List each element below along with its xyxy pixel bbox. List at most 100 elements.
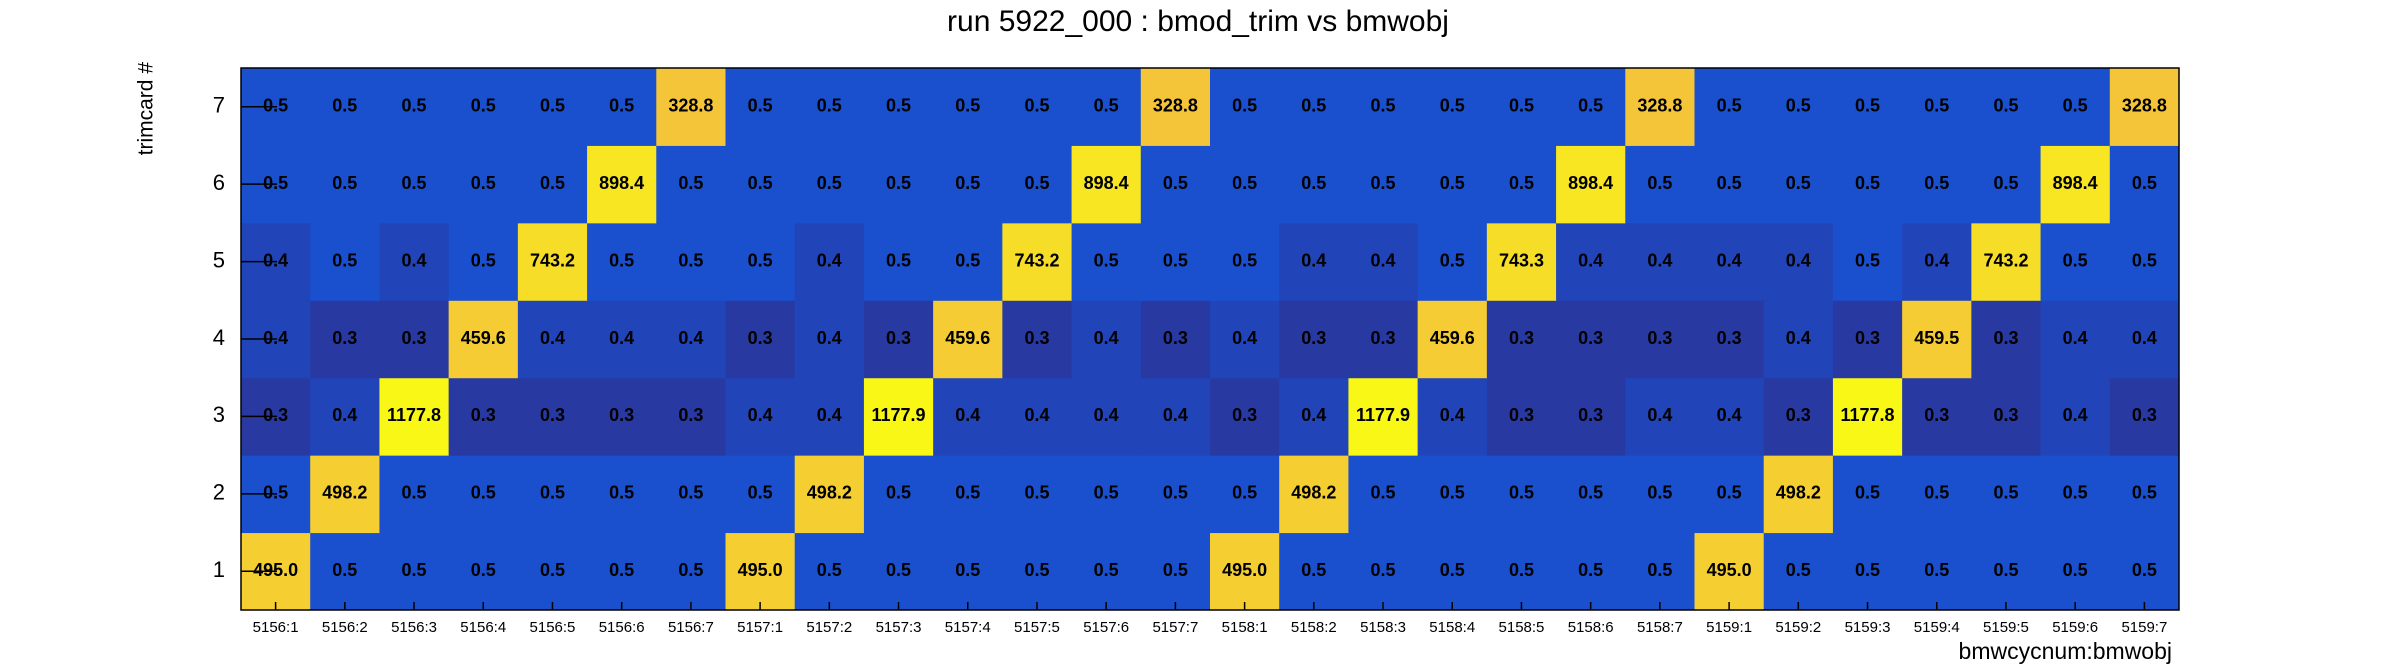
cell-label: 0.4: [263, 328, 288, 348]
heatmap-cell: [1625, 532, 1695, 611]
cell-label: 0.5: [263, 483, 288, 503]
cell-label: 743.3: [1499, 250, 1544, 270]
heatmap-cell: [1279, 455, 1349, 534]
heatmap-cell: [1486, 300, 1557, 379]
heatmap-cell: [1971, 300, 2042, 379]
heatmap-cell: [725, 222, 796, 301]
cell-label: 0.5: [2063, 560, 2088, 580]
cell-label: 0.5: [886, 173, 911, 193]
heatmap-cell: [1279, 532, 1349, 611]
heatmap-cell: [1279, 377, 1349, 456]
cell-label: 0.5: [2063, 95, 2088, 115]
heatmap-cell: [1971, 68, 2042, 146]
cell-label: 0.5: [1094, 250, 1119, 270]
heatmap-cell: [725, 68, 796, 146]
cell-label: 0.5: [1440, 250, 1465, 270]
cell-label: 0.3: [1578, 328, 1603, 348]
heatmap-cell: [1971, 222, 2042, 301]
cell-label: 0.3: [1232, 405, 1257, 425]
heatmap-cell: [1902, 68, 1972, 146]
cell-label: 0.5: [817, 560, 842, 580]
cell-label: 0.4: [332, 405, 357, 425]
heatmap-cell: [933, 377, 1003, 456]
y-tick-label: 4: [213, 325, 225, 350]
cell-label: 0.4: [1578, 250, 1603, 270]
x-tick-label: 5157:6: [1083, 619, 1129, 636]
cell-label: 0.4: [1786, 250, 1811, 270]
heatmap-cell: [1902, 300, 1972, 379]
cell-label: 0.5: [1993, 483, 2018, 503]
cell-label: 0.3: [402, 328, 427, 348]
heatmap-cell: [933, 455, 1003, 534]
heatmap-cell: [2040, 377, 2111, 456]
cell-label: 0.5: [1924, 173, 1949, 193]
cell-label: 0.4: [1094, 405, 1119, 425]
cell-label: 0.3: [1647, 328, 1672, 348]
cell-label: 0.5: [1094, 560, 1119, 580]
heatmap-cell: [863, 68, 934, 146]
heatmap-cell: [933, 145, 1003, 224]
heatmap-cell: [1625, 68, 1695, 146]
cell-label: 0.4: [1301, 405, 1326, 425]
plot-frame: [240, 67, 2180, 611]
cell-label: 743.2: [1014, 250, 1059, 270]
x-tick-label: 5158:1: [1222, 619, 1268, 636]
cell-label: 0.5: [1301, 95, 1326, 115]
cell-label: 0.4: [1232, 328, 1257, 348]
cell-label: 0.3: [1993, 405, 2018, 425]
cell-label: 0.5: [1163, 560, 1188, 580]
heatmap-cell: [310, 300, 380, 379]
cell-label: 0.4: [1786, 328, 1811, 348]
cell-label: 328.8: [1637, 95, 1682, 115]
x-tick-label: 5156:1: [253, 619, 299, 636]
heatmap-cell: [1486, 377, 1557, 456]
x-tick-label: 5157:3: [876, 619, 922, 636]
cell-label: 0.3: [263, 405, 288, 425]
heatmap-cell: [1556, 145, 1626, 224]
heatmap-cell: [863, 300, 934, 379]
cell-label: 0.5: [471, 250, 496, 270]
cell-label: 0.3: [748, 328, 773, 348]
heatmap-cell: [1210, 377, 1280, 456]
cell-label: 0.5: [748, 250, 773, 270]
cell-label: 0.4: [1094, 328, 1119, 348]
heatmap-cell: [587, 455, 657, 534]
heatmap-cell: [2040, 455, 2111, 534]
cell-label: 0.5: [678, 250, 703, 270]
cell-label: 0.5: [2132, 250, 2157, 270]
heatmap-cell: [448, 68, 519, 146]
cell-label: 0.4: [263, 250, 288, 270]
cell-label: 0.3: [471, 405, 496, 425]
heatmap-cell: [1071, 300, 1142, 379]
heatmap-cell: [517, 222, 588, 301]
heatmap-cell: [1902, 222, 1972, 301]
cell-label: 0.5: [2132, 560, 2157, 580]
cell-label: 0.5: [1578, 560, 1603, 580]
heatmap-cell: [794, 222, 865, 301]
cell-label: 0.5: [609, 95, 634, 115]
cell-label: 0.5: [1509, 483, 1534, 503]
heatmap-cell: [1486, 222, 1557, 301]
heatmap-cell: [1625, 455, 1695, 534]
heatmap-cell: [1763, 68, 1834, 146]
heatmap-cell: [587, 532, 657, 611]
cell-label: 0.5: [1786, 95, 1811, 115]
cell-label: 0.4: [2063, 328, 2088, 348]
heatmap-cell: [1279, 145, 1349, 224]
heatmap-cell: [1902, 377, 1972, 456]
cell-label: 0.5: [1578, 95, 1603, 115]
heatmap-cell: [517, 300, 588, 379]
heatmap-cell: [1486, 532, 1557, 611]
heatmap-cell: [1348, 68, 1419, 146]
cell-label: 328.8: [1153, 95, 1198, 115]
cell-label: 0.4: [402, 250, 427, 270]
heatmap-cell: [1902, 532, 1972, 611]
cell-label: 0.5: [1855, 95, 1880, 115]
heatmap-cell: [1348, 300, 1419, 379]
cell-label: 1177.8: [1841, 405, 1895, 425]
cell-label: 0.4: [1024, 405, 1049, 425]
cell-label: 0.4: [2063, 405, 2088, 425]
heatmap-cell: [1694, 145, 1765, 224]
x-tick-label: 5156:5: [530, 619, 576, 636]
